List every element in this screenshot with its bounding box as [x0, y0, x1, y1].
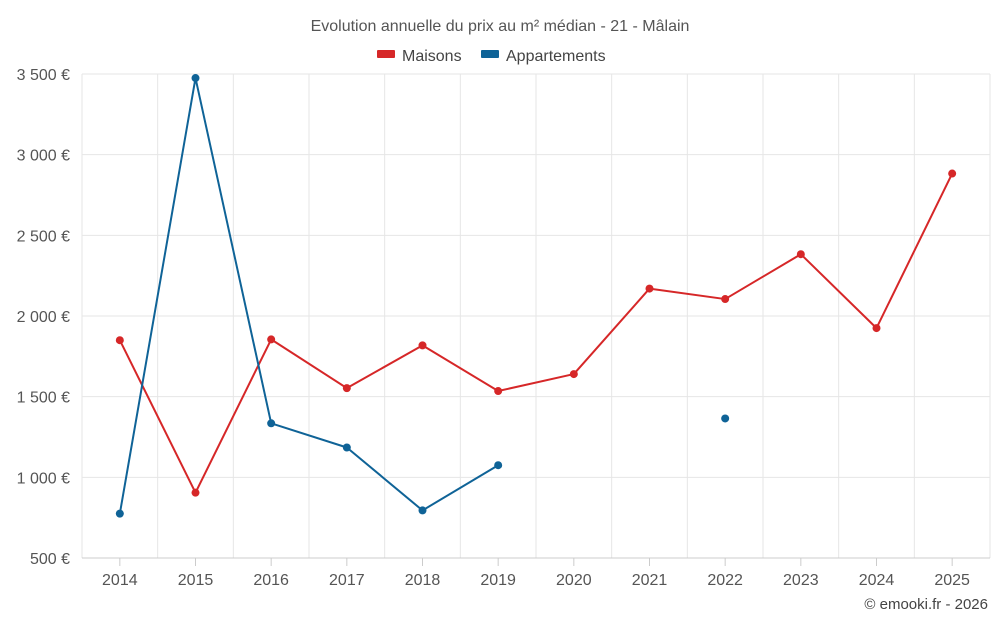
x-tick-label: 2024 — [859, 572, 895, 589]
x-tick-label: 2021 — [632, 572, 668, 589]
y-tick-label: 2 000 € — [17, 309, 70, 326]
data-point — [569, 370, 578, 379]
y-tick-label: 1 500 € — [17, 390, 70, 407]
series-appartements — [115, 74, 730, 518]
legend-label: Appartements — [506, 48, 606, 65]
data-point — [342, 384, 351, 393]
x-tick-label: 2025 — [934, 572, 970, 589]
series-line — [118, 77, 499, 514]
data-point — [721, 414, 730, 423]
data-point — [267, 335, 276, 344]
y-tick-label: 3 500 € — [17, 67, 70, 84]
data-point — [115, 336, 124, 345]
data-point — [494, 387, 503, 396]
legend-swatch — [377, 50, 395, 58]
y-tick-label: 3 000 € — [17, 148, 70, 165]
legend-swatch — [481, 50, 499, 58]
data-point — [418, 506, 427, 515]
axes: 500 € 1 000 € 1 500 € 2 000 € 2 500 € 3 000 €… — [17, 67, 990, 589]
x-tick-label: 2014 — [102, 572, 138, 589]
data-point — [191, 74, 200, 83]
x-tick-label: 2016 — [253, 572, 289, 589]
legend: Maisons Appartements — [377, 48, 606, 65]
data-point — [191, 488, 200, 497]
x-tick-label: 2017 — [329, 572, 365, 589]
data-point — [342, 443, 351, 452]
y-tick-label: 1 000 € — [17, 470, 70, 487]
data-point — [418, 341, 427, 350]
x-tick-label: 2023 — [783, 572, 819, 589]
x-tick-label: 2022 — [707, 572, 743, 589]
x-tick-label: 2018 — [405, 572, 441, 589]
data-point — [267, 419, 276, 428]
y-tick-label: 500 € — [30, 551, 70, 568]
x-tick-label: 2015 — [178, 572, 214, 589]
data-point — [115, 509, 124, 518]
y-tick-label: 2 500 € — [17, 228, 70, 245]
credit-text: © emooki.fr - 2026 — [864, 596, 988, 613]
legend-item-maisons: Maisons — [377, 48, 462, 65]
data-point — [872, 324, 881, 333]
grid — [81, 73, 991, 558]
x-tick-label: 2019 — [480, 572, 516, 589]
series-layer — [115, 74, 957, 518]
data-point — [796, 250, 805, 259]
data-point — [721, 295, 730, 304]
data-point — [494, 461, 503, 470]
data-point — [645, 284, 654, 293]
legend-label: Maisons — [402, 48, 462, 65]
data-point — [948, 169, 957, 178]
legend-item-appartements: Appartements — [481, 48, 606, 65]
x-tick-label: 2020 — [556, 572, 592, 589]
chart-title: Evolution annuelle du prix au m² médian … — [311, 18, 690, 35]
